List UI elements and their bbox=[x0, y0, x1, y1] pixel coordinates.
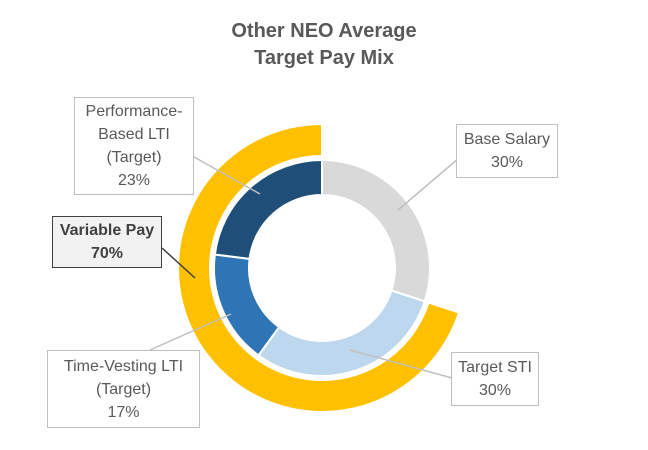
leader-line-base-salary bbox=[397, 157, 460, 211]
label-performance-based-lti-name-2: Based LTI bbox=[98, 126, 170, 143]
label-base-salary-name: Base Salary bbox=[463, 131, 551, 148]
label-target-sti-value: 30% bbox=[478, 382, 512, 399]
label-performance-based-lti-qualifier: (Target) bbox=[106, 149, 162, 166]
label-base-salary: Base Salary 30% bbox=[456, 124, 558, 178]
outer-slice-variable-pay bbox=[177, 122, 461, 413]
label-variable-pay: Variable Pay 70% bbox=[52, 216, 162, 268]
label-target-sti: Target STI 30% bbox=[451, 352, 539, 406]
chart-title-line-1: Other NEO Average bbox=[231, 20, 417, 42]
leader-lines bbox=[149, 147, 460, 379]
leader-line-variable-pay bbox=[161, 247, 196, 279]
label-performance-based-lti: Performance- Based LTI (Target) 23% bbox=[74, 97, 194, 195]
inner-ring bbox=[213, 158, 431, 377]
chart-title: Other NEO Average Target Pay Mix bbox=[0, 18, 648, 72]
inner-slice-base-salary bbox=[321, 158, 431, 303]
inner-slice-performance-based-lti-target bbox=[213, 158, 323, 260]
label-time-vesting-lti-name: Time-Vesting LTI bbox=[63, 357, 184, 375]
label-time-vesting-lti-value: 17% bbox=[107, 403, 140, 421]
label-variable-pay-name: Variable Pay bbox=[59, 222, 155, 239]
leader-line-time-vesting-lti bbox=[149, 313, 232, 351]
outer-ring bbox=[177, 122, 461, 413]
label-target-sti-name: Target STI bbox=[458, 359, 532, 376]
label-performance-based-lti-value: 23% bbox=[117, 172, 151, 189]
label-performance-based-lti-name-1: Performance- bbox=[85, 103, 183, 120]
label-time-vesting-lti: Time-Vesting LTI (Target) 17% bbox=[47, 350, 200, 428]
label-time-vesting-lti-qualifier: (Target) bbox=[95, 380, 152, 398]
label-base-salary-value: 30% bbox=[490, 154, 524, 171]
label-variable-pay-value: 70% bbox=[90, 245, 124, 262]
leader-line-target-sti bbox=[349, 349, 453, 379]
chart-title-line-2: Target Pay Mix bbox=[254, 47, 394, 69]
